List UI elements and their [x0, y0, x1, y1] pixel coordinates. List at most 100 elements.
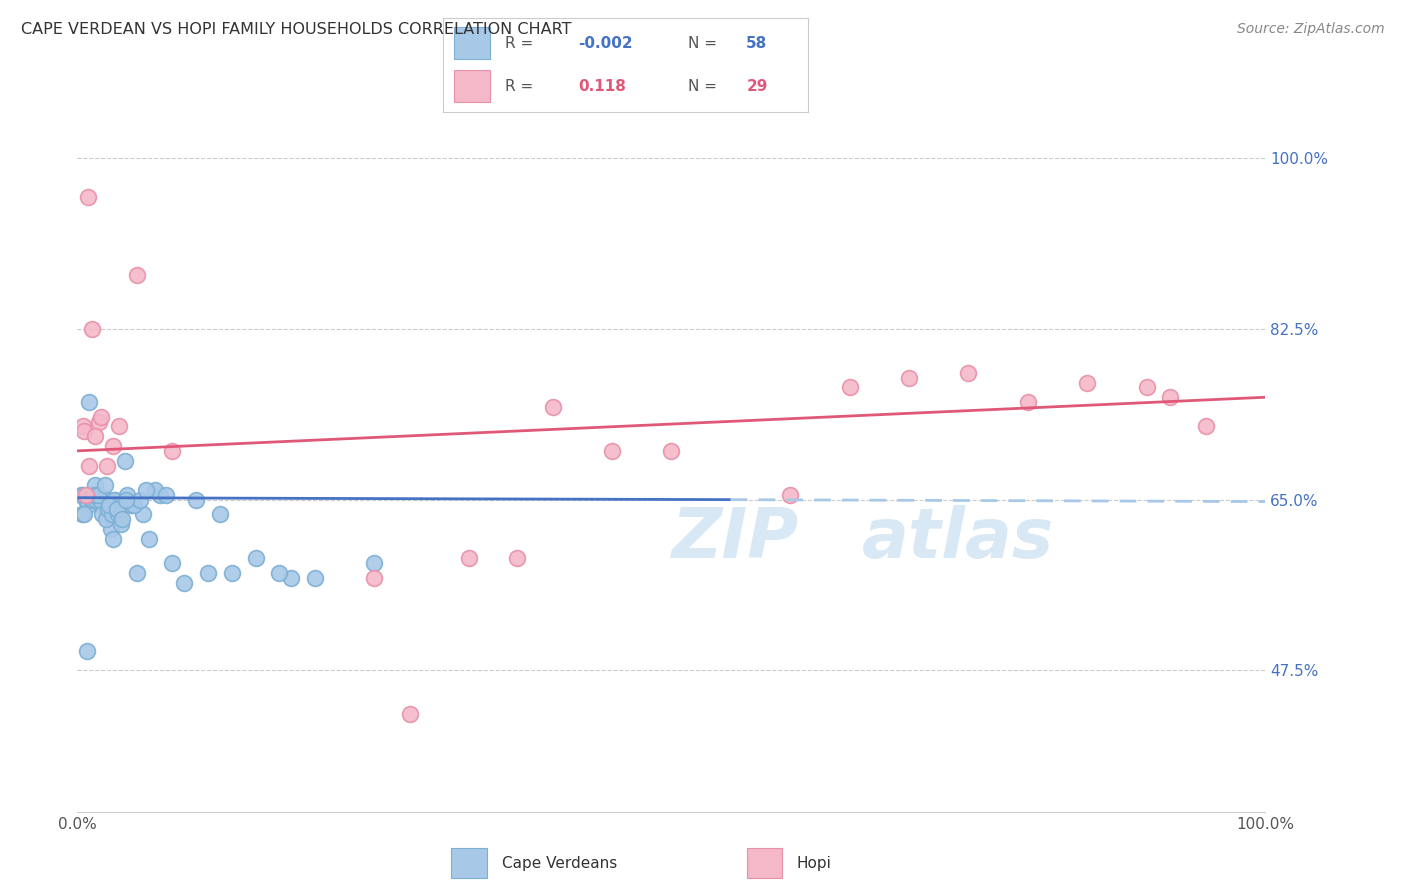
Point [197, 566, 219, 580]
Text: -0.002: -0.002 [578, 36, 633, 51]
Point [304, 571, 326, 585]
Point [129, 492, 152, 507]
Point [661, 443, 683, 458]
Point [363, 556, 385, 570]
Point [90, 409, 112, 424]
Point [72, 488, 94, 502]
Point [87, 492, 110, 507]
Point [72, 419, 94, 434]
Point [77, 458, 100, 473]
Point [957, 366, 980, 380]
Point [506, 551, 529, 566]
Point [86, 488, 108, 502]
Point [77, 498, 100, 512]
Point [245, 551, 267, 566]
Text: Cape Verdeans: Cape Verdeans [502, 855, 617, 871]
Point [111, 512, 134, 526]
Point [79, 491, 101, 505]
Point [110, 516, 132, 531]
Point [155, 488, 177, 502]
Point [138, 532, 160, 546]
Point [779, 488, 801, 502]
Point [77, 190, 100, 204]
Point [1159, 390, 1181, 404]
Point [120, 498, 142, 512]
Point [115, 492, 138, 507]
FancyBboxPatch shape [454, 28, 491, 59]
Point [114, 453, 136, 467]
Point [221, 566, 243, 580]
Point [89, 492, 111, 507]
Point [101, 439, 124, 453]
Point [838, 380, 860, 394]
Point [94, 512, 117, 526]
Point [208, 508, 231, 522]
Text: N =: N = [688, 36, 721, 51]
Point [96, 458, 118, 473]
Point [98, 498, 121, 512]
Text: CAPE VERDEAN VS HOPI FAMILY HOUSEHOLDS CORRELATION CHART: CAPE VERDEAN VS HOPI FAMILY HOUSEHOLDS C… [21, 22, 572, 37]
Point [101, 532, 124, 546]
Text: Source: ZipAtlas.com: Source: ZipAtlas.com [1237, 22, 1385, 37]
Point [399, 707, 422, 722]
Text: ZIP: ZIP [672, 505, 799, 572]
Text: Hopi: Hopi [797, 855, 832, 871]
Point [103, 492, 125, 507]
Point [73, 425, 96, 439]
Point [75, 492, 97, 507]
Point [76, 644, 98, 658]
Point [70, 508, 93, 522]
Point [101, 508, 124, 522]
Point [363, 571, 385, 585]
Point [124, 498, 146, 512]
Text: 58: 58 [747, 36, 768, 51]
Point [84, 429, 107, 443]
Point [115, 488, 138, 502]
Point [1076, 376, 1098, 390]
Point [269, 566, 291, 580]
Point [541, 400, 564, 414]
Point [280, 571, 302, 585]
Point [458, 551, 481, 566]
Point [90, 498, 112, 512]
Text: 0.118: 0.118 [578, 78, 626, 94]
Point [135, 483, 157, 497]
Point [186, 492, 208, 507]
Point [96, 492, 118, 507]
Point [82, 492, 104, 507]
Point [105, 502, 128, 516]
Point [143, 483, 166, 497]
Text: 29: 29 [747, 78, 768, 94]
Point [83, 488, 105, 502]
Point [91, 508, 114, 522]
Point [1017, 395, 1039, 409]
Point [162, 443, 184, 458]
Point [1136, 380, 1159, 394]
Point [87, 415, 110, 429]
Point [77, 395, 100, 409]
Point [149, 488, 172, 502]
Point [100, 522, 122, 536]
Point [104, 492, 127, 507]
Point [84, 478, 107, 492]
Point [86, 492, 108, 507]
Point [97, 502, 120, 516]
Text: R =: R = [505, 78, 538, 94]
Point [162, 556, 184, 570]
Point [93, 478, 115, 492]
Point [108, 508, 131, 522]
Point [73, 508, 96, 522]
Point [80, 322, 103, 336]
Point [70, 488, 93, 502]
Point [93, 491, 115, 505]
Point [75, 488, 97, 502]
Point [108, 419, 131, 434]
Point [173, 575, 195, 590]
Text: R =: R = [505, 36, 538, 51]
Point [898, 370, 921, 384]
Point [131, 508, 153, 522]
Text: N =: N = [688, 78, 721, 94]
FancyBboxPatch shape [747, 848, 782, 878]
Text: atlas: atlas [862, 505, 1053, 572]
FancyBboxPatch shape [454, 70, 491, 103]
